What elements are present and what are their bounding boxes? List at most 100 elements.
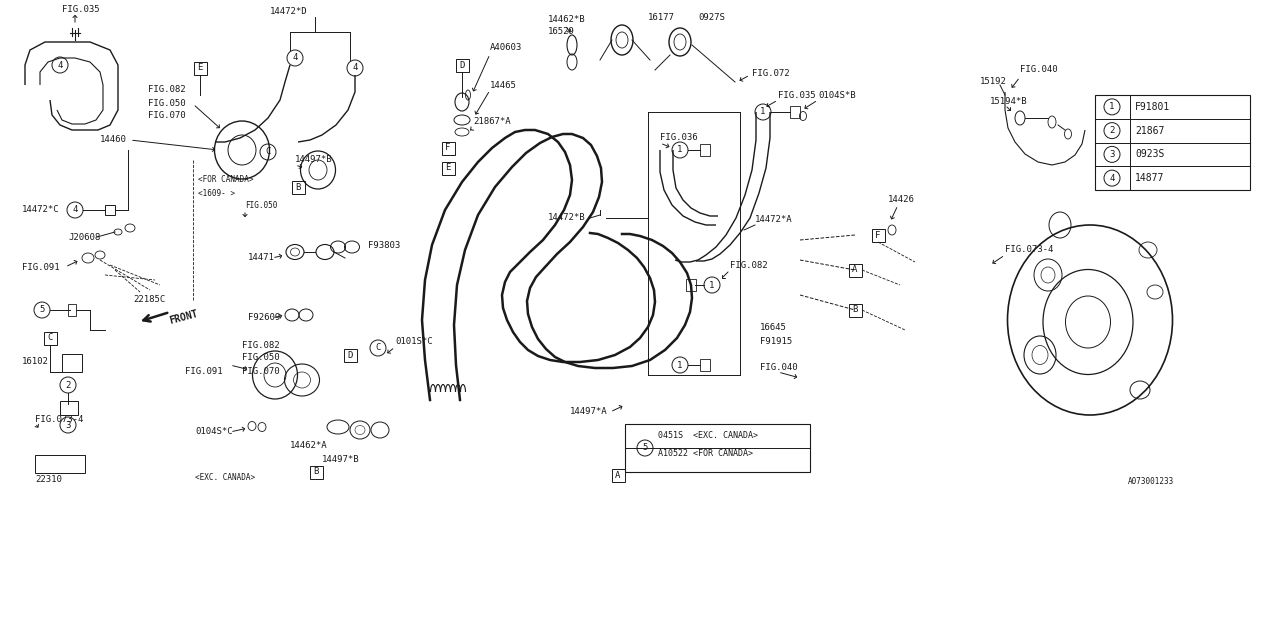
Text: B: B [296, 182, 301, 191]
Text: F93803: F93803 [369, 241, 401, 250]
Text: A: A [852, 266, 858, 275]
Text: 3: 3 [1110, 150, 1115, 159]
Text: 14462*A: 14462*A [291, 440, 328, 449]
Text: 14426: 14426 [888, 195, 915, 205]
Text: FIG.035: FIG.035 [61, 6, 100, 15]
Bar [625, 424, 810, 472]
Text: 14497*B: 14497*B [294, 156, 333, 164]
Text: E: E [197, 63, 202, 72]
Text: 16645: 16645 [760, 323, 787, 333]
Text: FIG.040: FIG.040 [1020, 65, 1057, 74]
Bar [310, 465, 323, 479]
Bar [790, 106, 800, 118]
Text: 22185C: 22185C [133, 296, 165, 305]
Text: 14877: 14877 [1135, 173, 1165, 183]
Bar [68, 304, 76, 316]
Bar [686, 279, 696, 291]
Text: 21867: 21867 [1135, 125, 1165, 136]
Text: F92609: F92609 [248, 314, 280, 323]
Bar [61, 354, 82, 372]
Text: 0104S*C: 0104S*C [195, 428, 233, 436]
Text: 14472*B: 14472*B [548, 214, 586, 223]
Text: FIG.035: FIG.035 [778, 90, 815, 99]
Text: B: B [852, 305, 858, 314]
Bar [193, 61, 206, 74]
Text: 0451S  <EXC. CANADA>: 0451S <EXC. CANADA> [658, 431, 758, 440]
Text: FIG.082: FIG.082 [148, 86, 186, 95]
Text: 14472*A: 14472*A [755, 216, 792, 225]
Text: 1: 1 [1110, 102, 1115, 111]
Text: A: A [616, 470, 621, 479]
Text: 14460: 14460 [100, 136, 127, 145]
Text: FIG.073-4: FIG.073-4 [1005, 246, 1053, 255]
Text: 15192: 15192 [980, 77, 1007, 86]
Text: 15194*B: 15194*B [989, 97, 1028, 106]
Text: 16102: 16102 [22, 358, 49, 367]
Text: 14497*A: 14497*A [570, 408, 608, 417]
Bar [442, 141, 454, 154]
Bar [1094, 95, 1251, 190]
Text: 0101S*C: 0101S*C [396, 337, 433, 346]
Text: 4: 4 [58, 61, 63, 70]
Text: D: D [460, 61, 465, 70]
Text: <1609- >: <1609- > [198, 189, 236, 198]
Bar [60, 401, 78, 415]
Text: 5: 5 [40, 305, 45, 314]
Bar [700, 144, 710, 156]
Bar [343, 349, 357, 362]
Text: A073001233: A073001233 [1128, 477, 1174, 486]
Text: 1: 1 [760, 108, 765, 116]
Text: FIG.036: FIG.036 [660, 134, 698, 143]
Bar [700, 359, 710, 371]
Bar [612, 468, 625, 481]
Text: D: D [347, 351, 353, 360]
Text: 0927S: 0927S [698, 13, 724, 22]
Text: 2: 2 [65, 381, 70, 390]
Text: 4: 4 [352, 63, 357, 72]
Bar [849, 303, 861, 317]
Text: C: C [375, 344, 380, 353]
Text: 22310: 22310 [35, 476, 61, 484]
Text: F91915: F91915 [760, 337, 792, 346]
Bar [442, 161, 454, 175]
Text: 1: 1 [677, 360, 682, 369]
Text: FIG.050: FIG.050 [148, 99, 186, 108]
Text: FIG.070: FIG.070 [242, 367, 279, 376]
Text: FIG.082: FIG.082 [242, 340, 279, 349]
Text: F91801: F91801 [1135, 102, 1170, 112]
Text: <FOR CANADA>: <FOR CANADA> [198, 175, 253, 184]
Text: F: F [876, 230, 881, 239]
Text: FIG.050: FIG.050 [242, 353, 279, 362]
Text: FIG.070: FIG.070 [148, 111, 186, 120]
Bar [456, 58, 468, 72]
Text: 0923S: 0923S [1135, 149, 1165, 159]
Text: FIG.050: FIG.050 [244, 202, 278, 211]
Text: 0104S*B: 0104S*B [818, 90, 855, 99]
Text: J20608: J20608 [68, 232, 100, 241]
Bar [849, 264, 861, 276]
Text: 14465: 14465 [490, 81, 517, 90]
Text: B: B [314, 467, 319, 477]
Text: 3: 3 [65, 420, 70, 429]
Text: C: C [265, 147, 270, 157]
Text: E: E [445, 163, 451, 173]
Text: C: C [47, 333, 52, 342]
Text: F: F [445, 143, 451, 152]
Text: A10522 <FOR CANADA>: A10522 <FOR CANADA> [658, 449, 753, 458]
Text: 14471: 14471 [248, 253, 275, 262]
Text: FRONT: FRONT [168, 308, 198, 326]
Bar [292, 180, 305, 193]
Text: 1: 1 [677, 145, 682, 154]
Text: A40603: A40603 [490, 44, 522, 52]
Text: 14462*B: 14462*B [548, 15, 586, 24]
Text: FIG.091: FIG.091 [22, 262, 60, 271]
Bar [872, 228, 884, 241]
Bar [44, 332, 56, 344]
Text: 4: 4 [1110, 173, 1115, 182]
Text: 14472*C: 14472*C [22, 205, 60, 214]
Text: 16177: 16177 [648, 13, 675, 22]
Text: 14472*D: 14472*D [270, 8, 307, 17]
Text: <EXC. CANADA>: <EXC. CANADA> [195, 474, 255, 483]
Bar [35, 455, 84, 473]
Text: 4: 4 [292, 54, 298, 63]
